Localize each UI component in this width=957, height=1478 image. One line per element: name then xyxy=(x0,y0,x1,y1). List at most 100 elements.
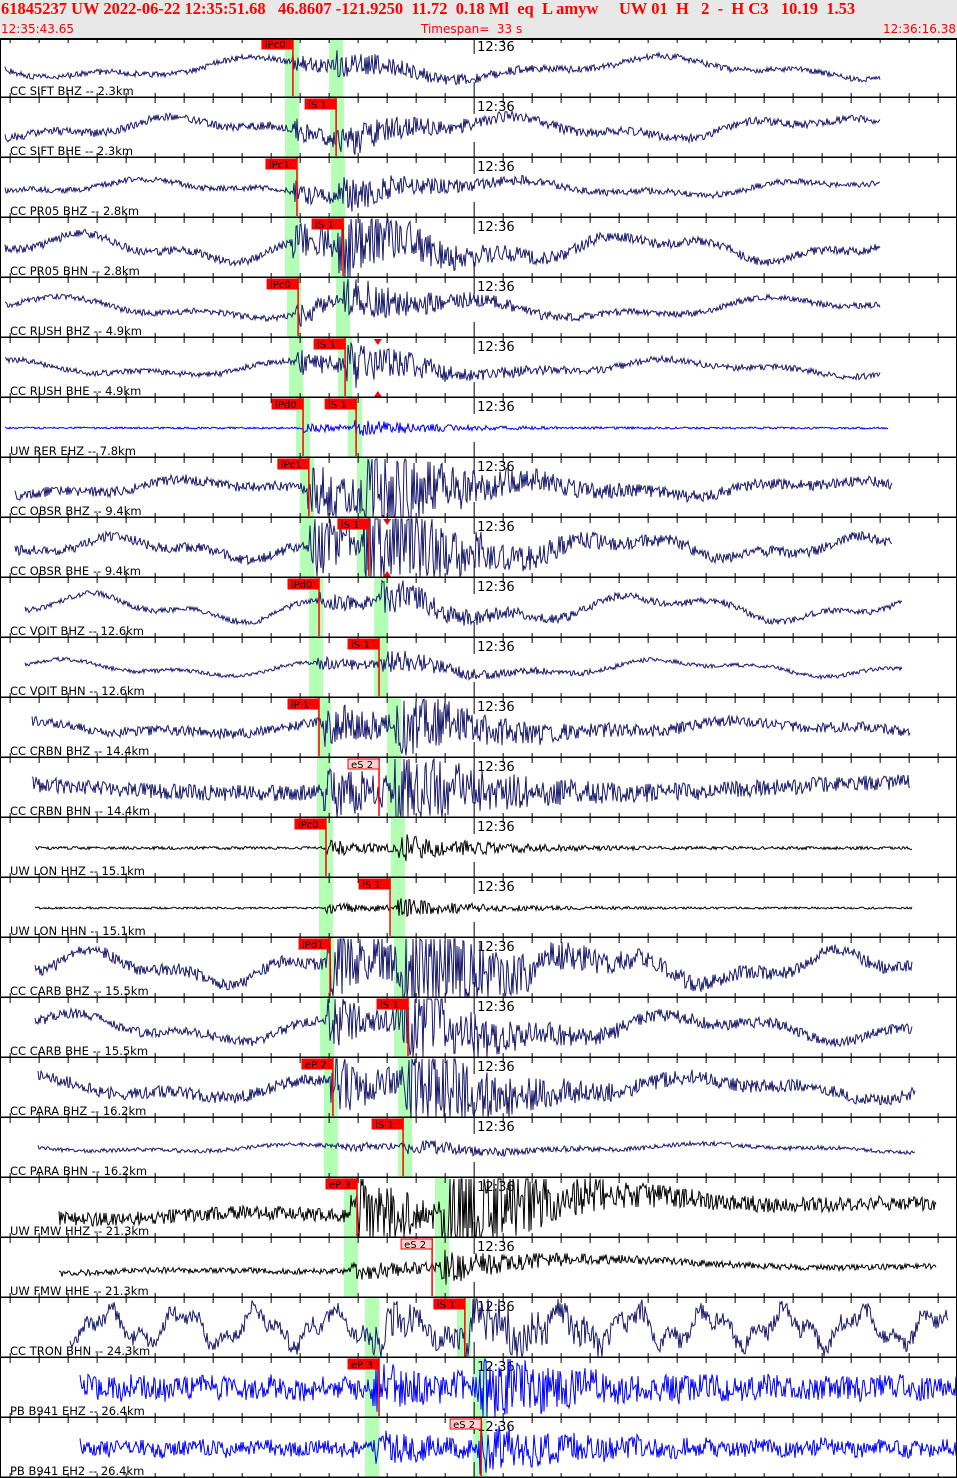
phase-pick[interactable]: iPc1 xyxy=(265,158,298,216)
trace-row[interactable]: 12:36 iS 1 CC TRON BHN -- 24.3km xyxy=(0,1298,957,1359)
minute-label: 12:36 xyxy=(477,1120,514,1135)
phase-pick[interactable]: iPd0 xyxy=(271,398,304,456)
pick-flag xyxy=(311,218,344,230)
pick-label: iPc0 xyxy=(270,280,291,291)
waveform xyxy=(34,834,913,862)
phase-pick[interactable]: iPc0 xyxy=(294,818,327,876)
trace-background xyxy=(0,578,957,638)
minute-label: 12:36 xyxy=(477,100,514,115)
s-arrival-window xyxy=(434,1178,449,1238)
s-arrival-window xyxy=(390,878,405,938)
waveform xyxy=(4,217,881,278)
minute-label: 12:36 xyxy=(477,760,514,775)
trace-row[interactable]: 12:36 eP 3 UW FMW HHZ -- 21.3km xyxy=(0,1178,957,1239)
trace-row[interactable]: 12:36 iPd0 iS 1 UW RER EHZ -- 7.8km xyxy=(0,398,957,459)
channel-label: CC CARB BHE -- 15.5km xyxy=(10,1044,148,1058)
pick-label: iS 1 xyxy=(437,1300,456,1311)
pick-label: eS 2 xyxy=(404,1240,426,1251)
trace-row[interactable]: 12:36 eS 2 CC CRBN BHN -- 14.4km xyxy=(0,757,957,819)
channel-label: UW LON HHN -- 15.1km xyxy=(10,924,146,938)
pick-flag xyxy=(371,1118,404,1130)
pick-flag xyxy=(324,398,357,410)
s-arrival-window xyxy=(374,578,389,638)
trace-row[interactable]: 12:36 iP 1 CC CRBN BHZ -- 14.4km xyxy=(0,697,957,759)
phase-pick[interactable]: eP 3 xyxy=(347,1358,380,1416)
waveform xyxy=(14,457,893,519)
trace-row[interactable]: 12:36 iPd1 CC CARB BHZ -- 15.5km xyxy=(0,937,957,999)
phase-pick[interactable]: eP 3 xyxy=(325,1178,358,1236)
minute-label: 12:36 xyxy=(477,1180,514,1195)
phase-pick[interactable]: eP 2 xyxy=(301,1058,334,1116)
trace-row[interactable]: 12:36 iS 1 CC PR05 BHN -- 2.8km xyxy=(0,217,957,279)
p-arrival-window xyxy=(343,1178,358,1238)
channel-label: PB B941 EH2 -- 26.4km xyxy=(10,1464,144,1478)
p-arrival-window xyxy=(320,998,335,1058)
trace-row[interactable]: 12:36 iPc0 CC SIFT BHZ -- 2.3km xyxy=(0,38,957,99)
channel-label: CC PARA BHN -- 16.2km xyxy=(10,1164,147,1178)
trace-row[interactable]: 12:36 iPc0 CC RUSH BHZ -- 4.9km xyxy=(0,278,957,339)
phase-pick[interactable]: iS 1 xyxy=(358,878,391,936)
phase-pick[interactable]: iS 1 xyxy=(311,218,344,276)
seismogram-panel[interactable]: 12:36 iPc0 CC SIFT BHZ -- 2.3km 12:36 iS 1 CC… xyxy=(0,38,957,1478)
phase-pick[interactable]: iS 1 xyxy=(433,1298,466,1356)
trace-row[interactable]: 12:36 iS 1 CC SIFT BHE -- 2.3km xyxy=(0,98,957,159)
waveform xyxy=(4,174,881,212)
waveform xyxy=(37,1057,916,1118)
minute-label: 12:36 xyxy=(477,340,514,355)
minute-label: 12:36 xyxy=(477,400,514,415)
phase-pick[interactable]: iPd0 xyxy=(287,578,320,636)
phase-pick[interactable]: eS 2 xyxy=(347,758,380,816)
trace-row[interactable]: 12:36 iPd0 CC VOIT BHZ -- 12.6km xyxy=(0,578,957,639)
s-arrival-window xyxy=(472,1418,487,1478)
pick-flag xyxy=(271,398,304,410)
pick-flag xyxy=(301,1058,334,1070)
pick-flag xyxy=(294,818,327,830)
phase-pick[interactable]: eS 2 xyxy=(449,1418,482,1476)
channel-label: CC CARB BHZ -- 15.5km xyxy=(10,984,149,998)
trace-row[interactable]: 12:36 iS 1 CC RUSH BHE -- 4.9km xyxy=(0,338,957,399)
pick-label: eS 2 xyxy=(453,1420,475,1431)
waveform xyxy=(34,898,913,918)
trace-row[interactable]: 12:36 iS 1 CC VOIT BHN -- 12.6km xyxy=(0,638,957,699)
waveform xyxy=(4,420,889,436)
phase-pick[interactable]: iPc1 xyxy=(277,458,310,516)
phase-pick[interactable]: iS 1 xyxy=(376,998,409,1056)
trace-row[interactable]: 12:36 iPc1 CC OBSR BHZ -- 9.4km xyxy=(0,457,957,519)
pick-label: iPd0 xyxy=(275,400,297,411)
start-time: 12:35:43.65 xyxy=(1,22,74,36)
phase-pick[interactable]: iS 1 xyxy=(313,338,346,396)
minute-label: 12:36 xyxy=(477,880,514,895)
phase-pick[interactable]: iS 1 xyxy=(371,1118,404,1176)
amplitude-marker-icon xyxy=(373,391,382,397)
trace-row[interactable]: 12:36 iS 1 CC CARB BHE -- 15.5km xyxy=(0,998,957,1059)
s-arrival-window xyxy=(329,38,344,98)
trace-row[interactable]: 12:36 eP 3 PB B941 EHZ -- 26.4km xyxy=(0,1357,957,1419)
phase-pick[interactable]: eS 2 xyxy=(400,1238,433,1296)
trace-row[interactable]: 12:36 iS 1 CC OBSR BHE -- 9.4km xyxy=(0,518,957,579)
trace-row[interactable]: 12:36 iS 1 UW LON HHN -- 15.1km xyxy=(0,878,957,939)
pick-flag xyxy=(358,878,391,890)
trace-row[interactable]: 12:36 eS 2 UW FMW HHE -- 21.3km xyxy=(0,1238,957,1299)
phase-pick[interactable]: iS 1 xyxy=(337,518,370,576)
phase-pick[interactable]: iS 1 xyxy=(347,638,380,696)
pick-label: iS 1 xyxy=(315,220,334,231)
channel-label: CC TRON BHN -- 24.3km xyxy=(10,1344,150,1358)
phase-pick[interactable]: iS 1 xyxy=(324,398,357,456)
trace-row[interactable]: 12:36 iPc1 CC PR05 BHZ -- 2.8km xyxy=(0,158,957,219)
minute-label: 12:36 xyxy=(477,1420,514,1435)
phase-pick[interactable]: iP 1 xyxy=(287,698,320,756)
amplitude-marker-icon xyxy=(373,339,382,345)
trace-row[interactable]: 12:36 iS 1 CC PARA BHN -- 16.2km xyxy=(0,1118,957,1179)
channel-label: CC CRBN BHZ -- 14.4km xyxy=(10,744,149,758)
waveform xyxy=(4,278,881,328)
phase-pick[interactable]: iPd1 xyxy=(298,938,331,996)
pick-label: iPc0 xyxy=(265,40,286,51)
phase-pick[interactable]: iPc0 xyxy=(266,278,299,336)
trace-row[interactable]: 12:36 eP 2 CC PARA BHZ -- 16.2km xyxy=(0,1057,957,1119)
p-arrival-window xyxy=(285,38,300,98)
waveform xyxy=(4,342,881,388)
trace-row[interactable]: 12:36 iPc0 UW LON HHZ -- 15.1km xyxy=(0,818,957,879)
phase-pick[interactable]: iS 1 xyxy=(304,98,337,156)
amplitude-marker-icon xyxy=(383,519,392,525)
